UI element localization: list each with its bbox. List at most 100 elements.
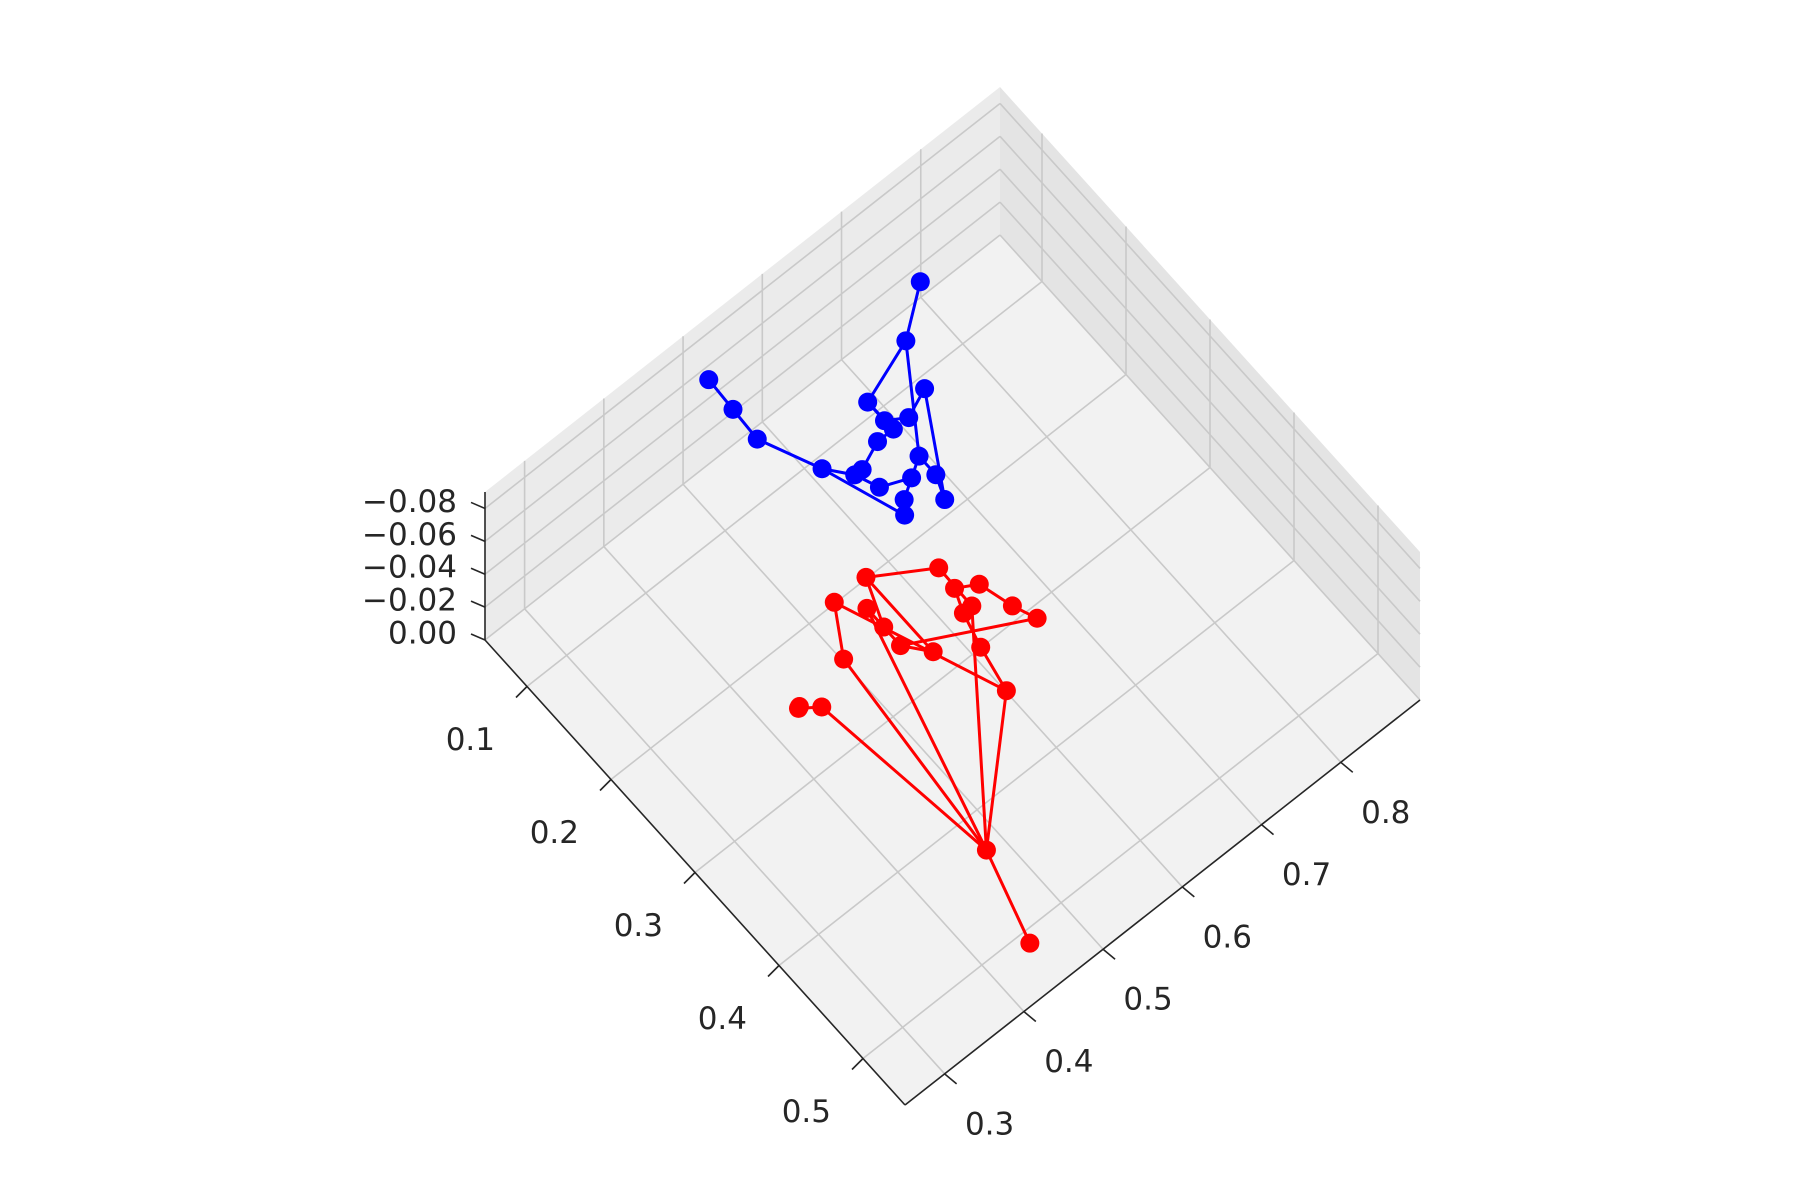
y-tick <box>683 871 696 885</box>
z-tick <box>470 501 486 510</box>
series-segment <box>832 600 846 661</box>
data-point <box>723 399 743 419</box>
grid-line-y-floor <box>862 652 1379 1060</box>
z-tick <box>470 567 486 575</box>
data-point <box>1002 596 1022 616</box>
data-point <box>891 636 911 656</box>
data-point <box>929 558 949 578</box>
x-tick <box>1340 761 1354 773</box>
x-tick-label: 0.4 <box>1044 1044 1093 1080</box>
series-segment <box>864 575 935 654</box>
data-point <box>858 392 878 412</box>
series-segment <box>904 339 921 458</box>
grid-line-z-wall-y <box>484 168 1001 575</box>
data-point <box>1020 933 1040 953</box>
grid-line-z-wall-x <box>999 201 1421 668</box>
z-tick-label: −0.02 <box>362 583 457 619</box>
data-point <box>857 598 877 618</box>
data-point <box>1027 608 1047 628</box>
x-tick-label: 0.5 <box>1123 982 1172 1018</box>
data-point <box>845 465 865 485</box>
tick-labels: 0.30.40.50.60.70.80.10.20.30.40.50.00−0.… <box>362 484 1410 1142</box>
data-point <box>915 379 935 399</box>
series-segment <box>904 280 922 343</box>
grid-line-z-wall-y <box>484 102 1001 510</box>
data-point <box>894 490 914 510</box>
z-tick-label: 0.00 <box>388 616 457 652</box>
data-point <box>699 370 719 390</box>
y-tick-label: 0.2 <box>530 815 579 851</box>
series-segment <box>755 437 824 471</box>
series-segment <box>865 606 988 852</box>
data-point <box>824 592 844 612</box>
series-segment <box>864 566 941 579</box>
data-point <box>874 617 894 637</box>
grid-line-z-wall-y <box>484 201 1001 608</box>
data-point <box>883 419 903 439</box>
y-tick <box>599 778 612 792</box>
data-point <box>869 477 889 497</box>
x-tick <box>1181 886 1195 898</box>
grid-line-z-wall-y <box>484 135 1001 542</box>
x-tick <box>1102 948 1116 960</box>
data-point <box>996 681 1016 701</box>
x-tick <box>1261 824 1275 836</box>
series-segment <box>820 467 907 517</box>
data-point <box>868 432 888 452</box>
data-point <box>895 505 915 525</box>
x-tick <box>944 1073 958 1085</box>
data-point <box>971 637 991 657</box>
y-tick <box>851 1057 864 1071</box>
data-point <box>856 567 876 587</box>
grid-line-z-wall-x <box>999 135 1421 602</box>
y-tick-label: 0.1 <box>446 722 495 758</box>
z-tick <box>470 534 486 543</box>
data-point <box>896 331 916 351</box>
grid-line-z-wall-x <box>999 234 1421 701</box>
grid-line-y-floor <box>526 280 1043 688</box>
data-point <box>910 272 930 292</box>
data-point <box>812 697 832 717</box>
grid-line-z-wall-x <box>999 168 1421 635</box>
x-tick-label: 0.6 <box>1203 919 1252 955</box>
data-point <box>902 468 922 488</box>
data-point <box>976 840 996 860</box>
data-point <box>834 649 854 669</box>
series-segment <box>984 848 1032 945</box>
data-point <box>812 459 832 479</box>
data-point <box>747 429 767 449</box>
x-tick-label: 0.3 <box>965 1106 1014 1142</box>
y-tick-label: 0.3 <box>614 908 663 944</box>
series-red <box>788 558 1047 953</box>
z-tick-label: −0.04 <box>362 550 457 586</box>
grid-line-y-floor <box>694 466 1211 874</box>
series-segment <box>842 657 988 852</box>
data-point <box>935 490 955 510</box>
series-segment <box>820 705 988 852</box>
data-point <box>926 465 946 485</box>
y-tick <box>515 685 528 699</box>
x-tick-label: 0.8 <box>1361 795 1410 831</box>
data-point <box>923 642 943 662</box>
data-point <box>969 574 989 594</box>
series-segment <box>984 689 1008 852</box>
grid-line-z-wall-x <box>999 102 1421 569</box>
data-point <box>789 697 809 717</box>
z-tick <box>470 600 486 608</box>
series-segment <box>866 339 908 404</box>
x-axis-line <box>904 699 1421 1106</box>
y-tick-label: 0.4 <box>698 1001 747 1037</box>
x-tick <box>1023 1010 1037 1023</box>
z-tick-label: −0.06 <box>362 517 457 553</box>
back-pane-y <box>485 87 1000 640</box>
data-point <box>909 446 929 466</box>
z-tick-label: −0.08 <box>362 484 457 520</box>
z-tick <box>470 633 486 641</box>
data-point <box>899 408 919 428</box>
x-tick-label: 0.7 <box>1282 857 1331 893</box>
series-blue <box>699 272 955 525</box>
data-point <box>962 596 982 616</box>
y-tick-label: 0.5 <box>782 1094 831 1130</box>
grid-line-y-floor <box>778 559 1295 967</box>
